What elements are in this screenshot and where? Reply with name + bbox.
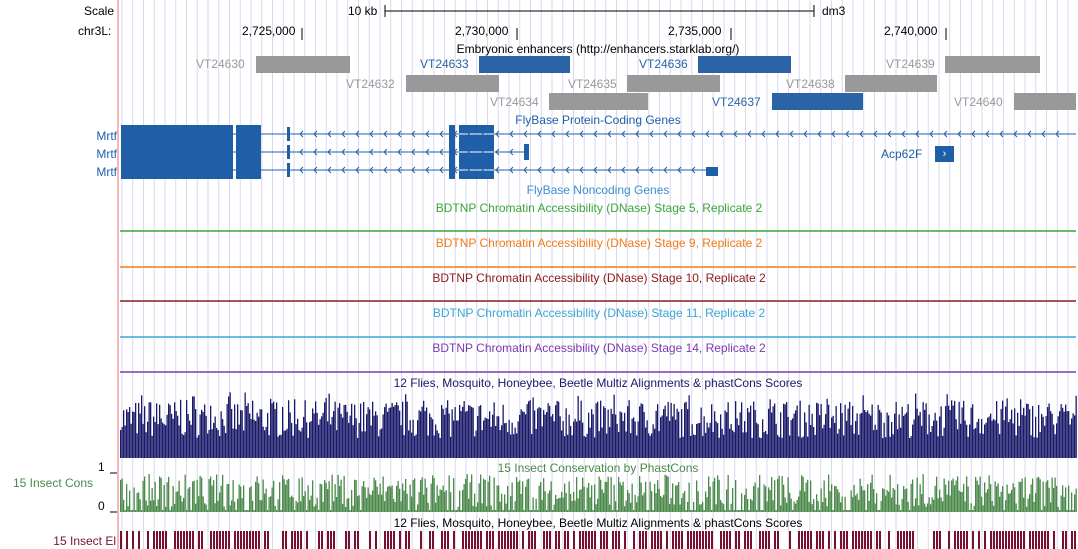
chrom-label: chr3L: (78, 24, 112, 38)
genes-track-title[interactable]: FlyBase Protein-Coding Genes (515, 113, 681, 127)
position-label-1: 2,725,000 (242, 24, 296, 38)
enhancer-feature-vt24635[interactable] (627, 75, 720, 92)
enhancer-label-vt24637[interactable]: VT24637 (712, 95, 761, 109)
elements-left-label[interactable]: 15 Insect El (53, 534, 116, 548)
enhancer-label-vt24630[interactable]: VT24630 (196, 57, 245, 71)
multiz-track-title[interactable]: 12 Flies, Mosquito, Honeybee, Beetle Mul… (393, 376, 803, 390)
dnase-stage10-title[interactable]: BDTNP Chromatin Accessibility (DNase) St… (432, 271, 766, 285)
left-sidebar-divider (117, 0, 119, 549)
dnase-stage5-title[interactable]: BDTNP Chromatin Accessibility (DNase) St… (435, 201, 763, 215)
gene-models[interactable] (0, 124, 1078, 184)
scale-label: Scale (84, 4, 115, 18)
enhancer-label-vt24634[interactable]: VT24634 (490, 95, 539, 109)
cons-track-title[interactable]: 15 Insect Conservation by PhastCons (497, 461, 699, 475)
enhancer-feature-vt24632[interactable] (406, 75, 499, 92)
noncoding-track-title[interactable]: FlyBase Noncoding Genes (526, 183, 670, 197)
cons-left-label[interactable]: 15 Insect Cons (12, 476, 93, 490)
enhancer-label-vt24639[interactable]: VT24639 (886, 57, 935, 71)
enhancer-feature-vt24630[interactable] (256, 56, 350, 73)
enhancer-label-vt24636[interactable]: VT24636 (639, 57, 688, 71)
multiz-conservation-plot[interactable] (0, 392, 1078, 460)
enhancer-feature-vt24637[interactable] (772, 93, 863, 110)
chevron-right-icon[interactable]: › (935, 146, 954, 162)
position-label-2: 2,730,000 (455, 24, 509, 38)
scale-bar-label: 10 kb (348, 4, 378, 18)
cons-axis-ticks (110, 472, 117, 513)
conserved-elements-track[interactable] (0, 531, 1078, 549)
assembly-label: dm3 (822, 4, 846, 18)
enhancer-feature-vt24636[interactable] (698, 56, 791, 73)
cons-ymin-label: 0 (98, 499, 105, 513)
gene-label-acp62f[interactable]: Acp62F (881, 147, 923, 161)
enhancer-feature-vt24638[interactable] (845, 75, 937, 92)
dnase-stage14-title[interactable]: BDTNP Chromatin Accessibility (DNase) St… (432, 341, 766, 355)
position-label-3: 2,735,000 (668, 24, 722, 38)
gene-label-mrtf-3[interactable]: Mrtf (96, 165, 117, 179)
enhancer-label-vt24635[interactable]: VT24635 (568, 77, 617, 91)
cons-ymax-label: 1 (98, 460, 105, 474)
position-ticks (301, 28, 947, 40)
elements-track-title[interactable]: 12 Flies, Mosquito, Honeybee, Beetle Mul… (393, 516, 803, 530)
enhancer-label-vt24632[interactable]: VT24632 (346, 77, 395, 91)
enhancer-feature-vt24640[interactable] (1014, 93, 1076, 110)
scale-bar (384, 5, 815, 17)
phastcons-plot[interactable] (0, 474, 1078, 514)
dnase-stage9-title[interactable]: BDTNP Chromatin Accessibility (DNase) St… (435, 236, 763, 250)
enhancers-track-title[interactable]: Embryonic enhancers (http://enhancers.st… (456, 42, 740, 56)
enhancer-feature-vt24639[interactable] (945, 56, 1040, 73)
dnase-stage11-title[interactable]: BDTNP Chromatin Accessibility (DNase) St… (432, 306, 766, 320)
gene-label-mrtf-2[interactable]: Mrtf (96, 147, 117, 161)
enhancer-label-vt24638[interactable]: VT24638 (786, 77, 835, 91)
enhancer-feature-vt24634[interactable] (549, 93, 648, 110)
enhancer-feature-vt24633[interactable] (479, 56, 570, 73)
enhancer-label-vt24640[interactable]: VT24640 (954, 95, 1003, 109)
position-label-4: 2,740,000 (884, 24, 938, 38)
enhancer-label-vt24633[interactable]: VT24633 (420, 57, 469, 71)
gene-label-mrtf-1[interactable]: Mrtf (96, 129, 117, 143)
